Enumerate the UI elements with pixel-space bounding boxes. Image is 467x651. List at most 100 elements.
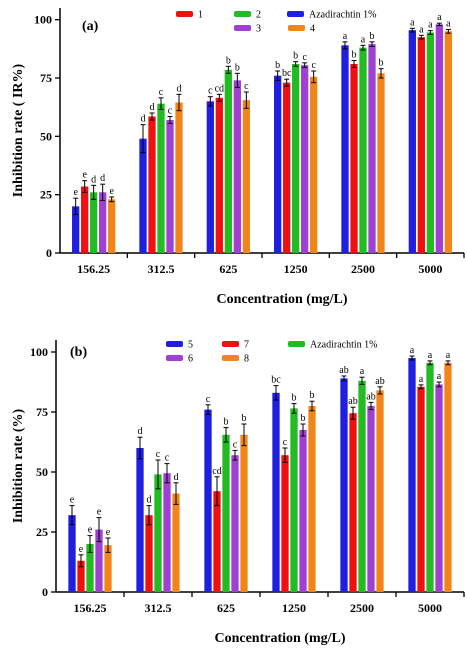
- legend-swatch: [176, 11, 193, 17]
- significance-letter: e: [70, 495, 75, 506]
- significance-letter: b: [235, 62, 240, 73]
- bar: [72, 206, 80, 253]
- significance-letter: c: [156, 449, 161, 460]
- significance-letter: a: [446, 18, 451, 29]
- significance-letter: a: [343, 31, 348, 42]
- bar: [175, 102, 183, 253]
- significance-letter: d: [147, 495, 152, 506]
- x-tick-label: 1250: [282, 601, 306, 615]
- bar: [274, 75, 282, 254]
- bar: [376, 390, 384, 592]
- legend-label: 3: [256, 24, 261, 35]
- significance-letter: a: [361, 34, 366, 45]
- significance-letter: a: [446, 350, 451, 361]
- x-tick-label: 625: [217, 601, 235, 615]
- significance-letter: e: [97, 507, 102, 518]
- bar: [408, 358, 416, 592]
- bar: [204, 409, 212, 592]
- y-tick-label: 75: [40, 71, 52, 85]
- legend-label: Azadirachtin 1%: [310, 340, 377, 351]
- y-tick-label: 100: [34, 13, 52, 27]
- significance-letter: c: [233, 439, 238, 450]
- legend-label: 1: [198, 10, 203, 21]
- significance-letter: ab: [339, 365, 348, 376]
- panel-label: (b): [70, 345, 87, 360]
- significance-letter: c: [244, 81, 249, 92]
- bar: [157, 103, 165, 254]
- bar: [148, 116, 156, 253]
- bar: [368, 44, 376, 253]
- x-tick-label: 1250: [284, 262, 308, 276]
- significance-letter: c: [206, 394, 211, 405]
- significance-letter: b: [224, 417, 229, 428]
- significance-letter: a: [437, 371, 442, 382]
- significance-letter: b: [292, 393, 297, 404]
- significance-letter: e: [88, 525, 93, 536]
- bar: [90, 192, 98, 253]
- significance-letter: c: [302, 52, 307, 63]
- significance-letter: ab: [348, 396, 357, 407]
- y-axis-label: Inhibition rate ( IR%): [11, 63, 26, 197]
- y-tick-label: 25: [40, 188, 52, 202]
- bar: [77, 560, 85, 592]
- y-axis-label: Inhibition rate (%): [11, 408, 26, 523]
- significance-letter: d: [138, 426, 143, 437]
- significance-letter: d: [100, 173, 105, 184]
- significance-letter: a: [360, 366, 365, 377]
- significance-letter: e: [109, 186, 114, 197]
- bar: [299, 430, 307, 592]
- significance-letter: b: [226, 55, 231, 66]
- x-tick-label: 156.25: [77, 262, 110, 276]
- bar: [290, 408, 298, 592]
- significance-letter: bc: [271, 375, 281, 386]
- bar: [340, 378, 348, 592]
- significance-letter: a: [419, 374, 424, 385]
- bar: [310, 76, 318, 253]
- legend: 1 2 Azadirachtin 1% 3 4: [176, 10, 376, 35]
- bar: [281, 455, 289, 592]
- x-axis-label: Concentration (mg/L): [214, 631, 345, 646]
- x-tick-label: 2500: [350, 601, 374, 615]
- bar: [213, 491, 221, 592]
- bar: [367, 406, 375, 592]
- panel-label: (a): [82, 19, 99, 34]
- legend-label: 5: [188, 340, 193, 351]
- significance-letter: b: [242, 413, 247, 424]
- bar: [108, 199, 116, 253]
- significance-letter: b: [275, 60, 280, 71]
- significance-letter: c: [168, 106, 173, 117]
- bar: [104, 545, 112, 592]
- bar: [172, 493, 180, 592]
- x-tick-label: 5000: [418, 262, 442, 276]
- bar: [308, 406, 316, 592]
- bar: [435, 24, 443, 254]
- bar: [233, 80, 241, 253]
- significance-letter: e: [73, 187, 78, 198]
- significance-letter: c: [311, 60, 316, 71]
- y-tick-label: 50: [40, 129, 52, 143]
- bar: [145, 515, 153, 592]
- significance-letter: c: [165, 453, 170, 464]
- significance-letter: b: [352, 50, 357, 61]
- significance-letter: e: [79, 544, 84, 555]
- legend-label: 7: [244, 340, 249, 351]
- bar: [408, 30, 416, 253]
- bar: [222, 434, 230, 592]
- bar: [435, 384, 443, 592]
- series-2: e d c d c ab a: [77, 374, 425, 592]
- legend-swatch: [222, 355, 239, 361]
- legend-swatch: [288, 341, 305, 347]
- legend-swatch: [234, 11, 251, 17]
- y-tick-label: 75: [36, 405, 48, 419]
- bar: [68, 515, 76, 592]
